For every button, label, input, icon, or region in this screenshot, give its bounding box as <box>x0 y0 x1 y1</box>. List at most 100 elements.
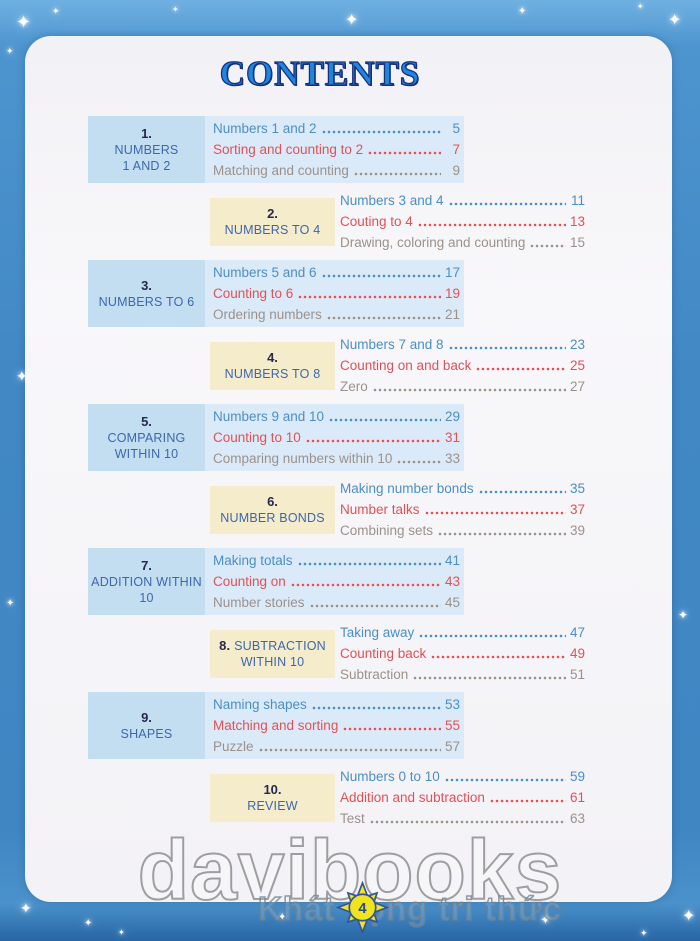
dot-leader <box>326 315 441 321</box>
dot-leader <box>368 150 441 156</box>
entry-page: 33 <box>444 451 460 466</box>
chapter-entries: Naming shapes 53 Matching and sorting 55 Puz… <box>205 692 464 759</box>
chapter-block: 6. NUMBER BONDS Making number bonds 35 Numbe… <box>88 476 590 543</box>
toc-entry: Comparing numbers within 10 33 <box>213 448 460 469</box>
toc-entry: Numbers 7 and 8 23 <box>340 334 585 355</box>
toc-entry: Counting back 49 <box>340 643 585 664</box>
toc-entry: Number talks 37 <box>340 499 585 520</box>
entry-page: 15 <box>569 235 585 250</box>
entry-title: Comparing numbers within 10 <box>213 451 393 466</box>
entry-title: Number stories <box>213 595 305 610</box>
toc-entry: Ordering numbers 21 <box>213 304 460 325</box>
sparkle-icon: ✦ <box>84 918 93 929</box>
entry-page: 59 <box>569 769 585 784</box>
entry-page: 29 <box>444 409 460 424</box>
sparkle-icon: ✦ <box>678 608 689 622</box>
entry-page: 39 <box>569 523 585 538</box>
chapter-entries: Taking away 47 Counting back 49 Subtraction 5… <box>340 620 585 687</box>
dot-leader <box>309 603 441 609</box>
entry-page: 47 <box>569 625 585 640</box>
entry-title: Number talks <box>340 502 420 517</box>
dot-leader <box>353 171 441 177</box>
chapter-number: 2. <box>267 205 278 221</box>
chapter-number: 7. <box>141 557 152 573</box>
entry-title: Numbers 1 and 2 <box>213 121 317 136</box>
chapter-label: 4. NUMBERS TO 8 <box>210 341 335 390</box>
toc-entry: Taking away 47 <box>340 622 585 643</box>
toc-entry: Matching and counting 9 <box>213 160 460 181</box>
entry-page: 17 <box>444 265 460 280</box>
dot-leader <box>290 582 441 588</box>
dot-leader <box>444 777 566 783</box>
sparkle-icon: ✦ <box>172 5 179 14</box>
chapter-label: 7. ADDITION WITHIN 10 <box>88 548 205 615</box>
chapter-block: 8. SUBTRACTION WITHIN 10 Taking away 47 Coun… <box>88 620 590 687</box>
entry-title: Naming shapes <box>213 697 307 712</box>
chapter-name-line: WITHIN 10 <box>114 446 179 461</box>
entry-page: 45 <box>444 595 460 610</box>
chapter-name-line: 8. SUBTRACTION <box>219 637 326 653</box>
toc-entry: Sorting and counting to 2 7 <box>213 139 460 160</box>
toc-entry: Counting to 6 19 <box>213 283 460 304</box>
toc-entry: Addition and subtraction 61 <box>340 787 585 808</box>
entry-page: 41 <box>444 553 460 568</box>
chapter-name-line: COMPARING <box>107 430 186 445</box>
chapter-label: 8. SUBTRACTION WITHIN 10 <box>210 629 335 678</box>
entry-page: 61 <box>569 790 585 805</box>
chapter-number: 9. <box>141 709 152 725</box>
sparkle-icon: ✦ <box>16 12 32 32</box>
chapter-block: 10. REVIEW Numbers 0 to 10 59 Addition and s… <box>88 764 590 831</box>
entry-title: Numbers 5 and 6 <box>213 265 317 280</box>
entry-page: 11 <box>570 193 585 208</box>
entry-title: Numbers 3 and 4 <box>340 193 444 208</box>
toc-entry: Counting to 10 31 <box>213 427 460 448</box>
entry-page: 37 <box>569 502 585 517</box>
entry-page: 55 <box>444 718 460 733</box>
dot-leader <box>476 366 566 372</box>
chapter-entries: Numbers 3 and 4 11 Couting to 4 13 Drawing, … <box>340 188 585 255</box>
entry-title: Combining sets <box>340 523 434 538</box>
entry-title: Counting on and back <box>340 358 472 373</box>
entry-title: Test <box>340 811 365 826</box>
toc-entry: Numbers 3 and 4 11 <box>340 190 585 211</box>
entry-title: Counting to 6 <box>213 286 294 301</box>
dot-leader <box>424 510 566 516</box>
dot-leader <box>413 675 566 681</box>
chapter-name-line: 10 <box>139 590 154 605</box>
entry-title: Counting on <box>213 574 286 589</box>
toc-entry: Number stories 45 <box>213 592 460 613</box>
chapter-label: 5. COMPARING WITHIN 10 <box>88 404 205 471</box>
chapter-label: 3. NUMBERS TO 6 <box>88 260 205 327</box>
chapter-number: 10. <box>263 781 282 797</box>
dot-leader <box>419 633 566 639</box>
chapter-entries: Numbers 1 and 2 5 Sorting and counting to … <box>205 116 464 183</box>
entry-title: Counting back <box>340 646 427 661</box>
chapter-entries: Numbers 5 and 6 17 Counting to 6 19 Ordering… <box>205 260 464 327</box>
sparkle-icon: ✦ <box>540 912 551 927</box>
entry-title: Sorting and counting to 2 <box>213 142 364 157</box>
entry-page: 31 <box>444 430 460 445</box>
toc-entry: Zero 27 <box>340 376 585 397</box>
dot-leader <box>343 726 441 732</box>
chapter-number: 4. <box>267 349 278 365</box>
chapter-entries: Numbers 0 to 10 59 Addition and subtractio… <box>340 764 585 831</box>
chapter-name-line: NUMBER BONDS <box>220 510 325 525</box>
chapter-name-line: SHAPES <box>120 726 173 741</box>
dot-leader <box>489 798 566 804</box>
entry-title: Puzzle <box>213 739 254 754</box>
dot-leader <box>298 294 441 300</box>
entry-title: Addition and subtraction <box>340 790 485 805</box>
dot-leader <box>397 459 441 465</box>
chapter-entries: Numbers 7 and 8 23 Counting on and back 25 Z… <box>340 332 585 399</box>
entry-page: 13 <box>569 214 585 229</box>
entry-page: 63 <box>569 811 585 826</box>
chapter-block: 4. NUMBERS TO 8 Numbers 7 and 8 23 Counting … <box>88 332 590 399</box>
dot-leader <box>329 417 441 423</box>
toc-entry: Numbers 1 and 2 5 <box>213 118 460 139</box>
chapter-number: 8. <box>219 637 235 653</box>
entry-title: Matching and sorting <box>213 718 339 733</box>
toc-entry: Combining sets 39 <box>340 520 585 541</box>
entry-page: 51 <box>569 667 585 682</box>
toc-entry: Numbers 0 to 10 59 <box>340 766 585 787</box>
chapter-label: 6. NUMBER BONDS <box>210 485 335 534</box>
